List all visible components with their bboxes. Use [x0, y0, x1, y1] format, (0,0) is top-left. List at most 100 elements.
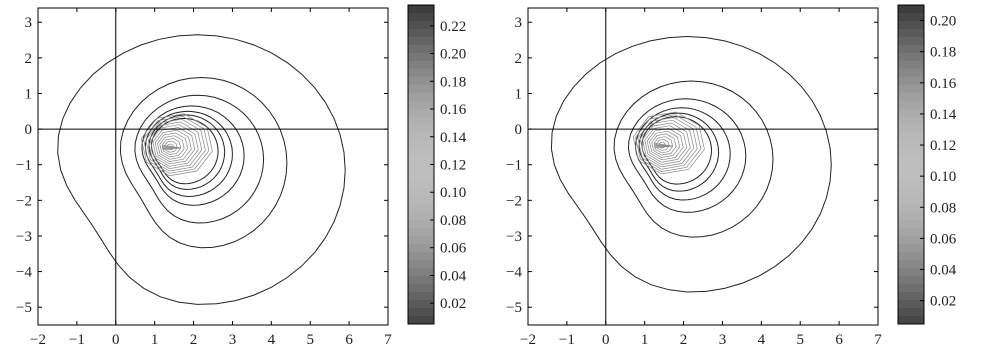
x-tick-label: 4 — [268, 332, 276, 348]
colorbar-band — [408, 124, 434, 134]
colorbar-band — [408, 292, 434, 301]
x-tick-label: 5 — [306, 332, 314, 348]
colorbar-band — [898, 220, 924, 229]
colorbar-tick-label: 0.20 — [440, 47, 466, 63]
inner-contour-10 — [145, 118, 206, 172]
colorbar-band — [898, 276, 924, 285]
contour-level-2 — [613, 80, 774, 238]
colorbar-band — [898, 92, 924, 102]
contour-level-2 — [119, 76, 288, 249]
colorbar-band — [898, 180, 924, 189]
colorbar-band — [898, 284, 924, 293]
colorbar-band — [898, 196, 924, 205]
colorbar-band — [898, 236, 924, 245]
colorbar-band — [408, 68, 434, 78]
colorbar-band — [898, 172, 924, 181]
colorbar-band — [898, 228, 924, 237]
colorbar: 0.20 0.18 0.16 0.14 0.12 0.10 0.08 0.06 0.04 0.02 — [897, 4, 957, 325]
contour-panel-2: −2 −1 0 1 2 3 4 5 6 73210−1−2−3−4−50.200.180.160.… — [506, 4, 957, 348]
y-tick-label: −4 — [506, 265, 522, 281]
x-tick-label: 3 — [229, 332, 237, 348]
colorbar-band — [898, 316, 924, 325]
colorbar-band — [898, 28, 924, 38]
colorbar-tick-label: 0.18 — [440, 74, 466, 90]
x-tick-label: 6 — [345, 332, 353, 348]
colorbar-band — [898, 68, 924, 78]
colorbar-band — [408, 108, 434, 118]
colorbar-band — [408, 300, 434, 309]
colorbar-band — [898, 140, 924, 150]
inner-contour-3 — [653, 136, 673, 154]
colorbar-band — [408, 60, 434, 70]
y-tick-label: −1 — [506, 158, 522, 174]
contour-level-7 — [150, 117, 219, 185]
colorbar-band — [898, 164, 924, 173]
plot-frame — [37, 7, 389, 326]
colorbar-band — [408, 164, 434, 173]
colorbar-band — [408, 316, 434, 325]
colorbar-band — [408, 188, 434, 197]
y-tick-label: 0 — [515, 122, 523, 138]
x-tick-label: 2 — [680, 332, 688, 348]
y-tick-label: −5 — [506, 300, 522, 316]
colorbar-band — [898, 268, 924, 277]
y-tick-label: −2 — [506, 193, 522, 209]
colorbar-band — [898, 252, 924, 261]
colorbar-band — [408, 140, 434, 150]
colorbar-band — [898, 124, 924, 134]
colorbar-band — [898, 44, 924, 54]
x-tick-label: −2 — [520, 332, 536, 348]
colorbar: 0.22 0.20 0.18 0.16 0.14 0.12 0.10 0.08 0.06 0.04… — [407, 4, 467, 325]
colorbar-band — [408, 92, 434, 102]
plot-frame — [527, 7, 879, 326]
y-tick-label: 3 — [25, 15, 33, 31]
colorbar-band — [408, 20, 434, 30]
peak-line-5 — [162, 147, 181, 151]
x-tick-label: 1 — [151, 332, 159, 348]
colorbar-band — [408, 28, 434, 38]
colorbar-band — [898, 100, 924, 110]
y-tick-label: 3 — [515, 15, 523, 31]
y-tick-label: −3 — [16, 229, 32, 245]
colorbar-tick-label: 0.12 — [440, 158, 466, 174]
colorbar-band — [408, 148, 434, 158]
colorbar-band — [898, 188, 924, 197]
colorbar-tick-label: 0.10 — [930, 169, 956, 185]
colorbar-band — [408, 236, 434, 245]
inner-contour-4 — [159, 135, 185, 158]
contour-level-5 — [144, 110, 233, 198]
x-tick-label: −1 — [69, 332, 85, 348]
colorbar-tick-label: 0.02 — [930, 294, 956, 310]
contour-level-6 — [148, 114, 226, 190]
x-tick-label: 7 — [384, 332, 392, 348]
colorbar-band — [408, 204, 434, 213]
colorbar-band — [408, 180, 434, 189]
x-tick-label: −1 — [559, 332, 575, 348]
colorbar-band — [408, 156, 434, 165]
y-tick-label: 2 — [515, 51, 523, 67]
colorbar-tick-label: 0.14 — [930, 107, 957, 123]
x-tick-label: 0 — [602, 332, 610, 348]
colorbar-band — [898, 132, 924, 142]
colorbar-band — [408, 276, 434, 285]
colorbar-band — [898, 308, 924, 317]
x-tick-label: 5 — [796, 332, 804, 348]
inner-contour-12 — [140, 113, 213, 177]
colorbar-band — [898, 52, 924, 62]
colorbar-band — [898, 108, 924, 118]
colorbar-tick-label: 0.04 — [440, 268, 467, 284]
colorbar-band — [898, 84, 924, 94]
x-tick-label: 2 — [190, 332, 198, 348]
x-tick-label: 1 — [641, 332, 649, 348]
colorbar-band — [898, 20, 924, 30]
x-tick-label: 7 — [874, 332, 882, 348]
inner-contour-11 — [635, 114, 702, 172]
inner-contour-9 — [639, 119, 695, 168]
y-tick-label: 0 — [25, 122, 33, 138]
colorbar-band — [408, 252, 434, 261]
contour-lines — [550, 35, 832, 293]
colorbar-band — [408, 260, 434, 269]
colorbar-band — [898, 116, 924, 126]
colorbar-band — [898, 36, 924, 46]
